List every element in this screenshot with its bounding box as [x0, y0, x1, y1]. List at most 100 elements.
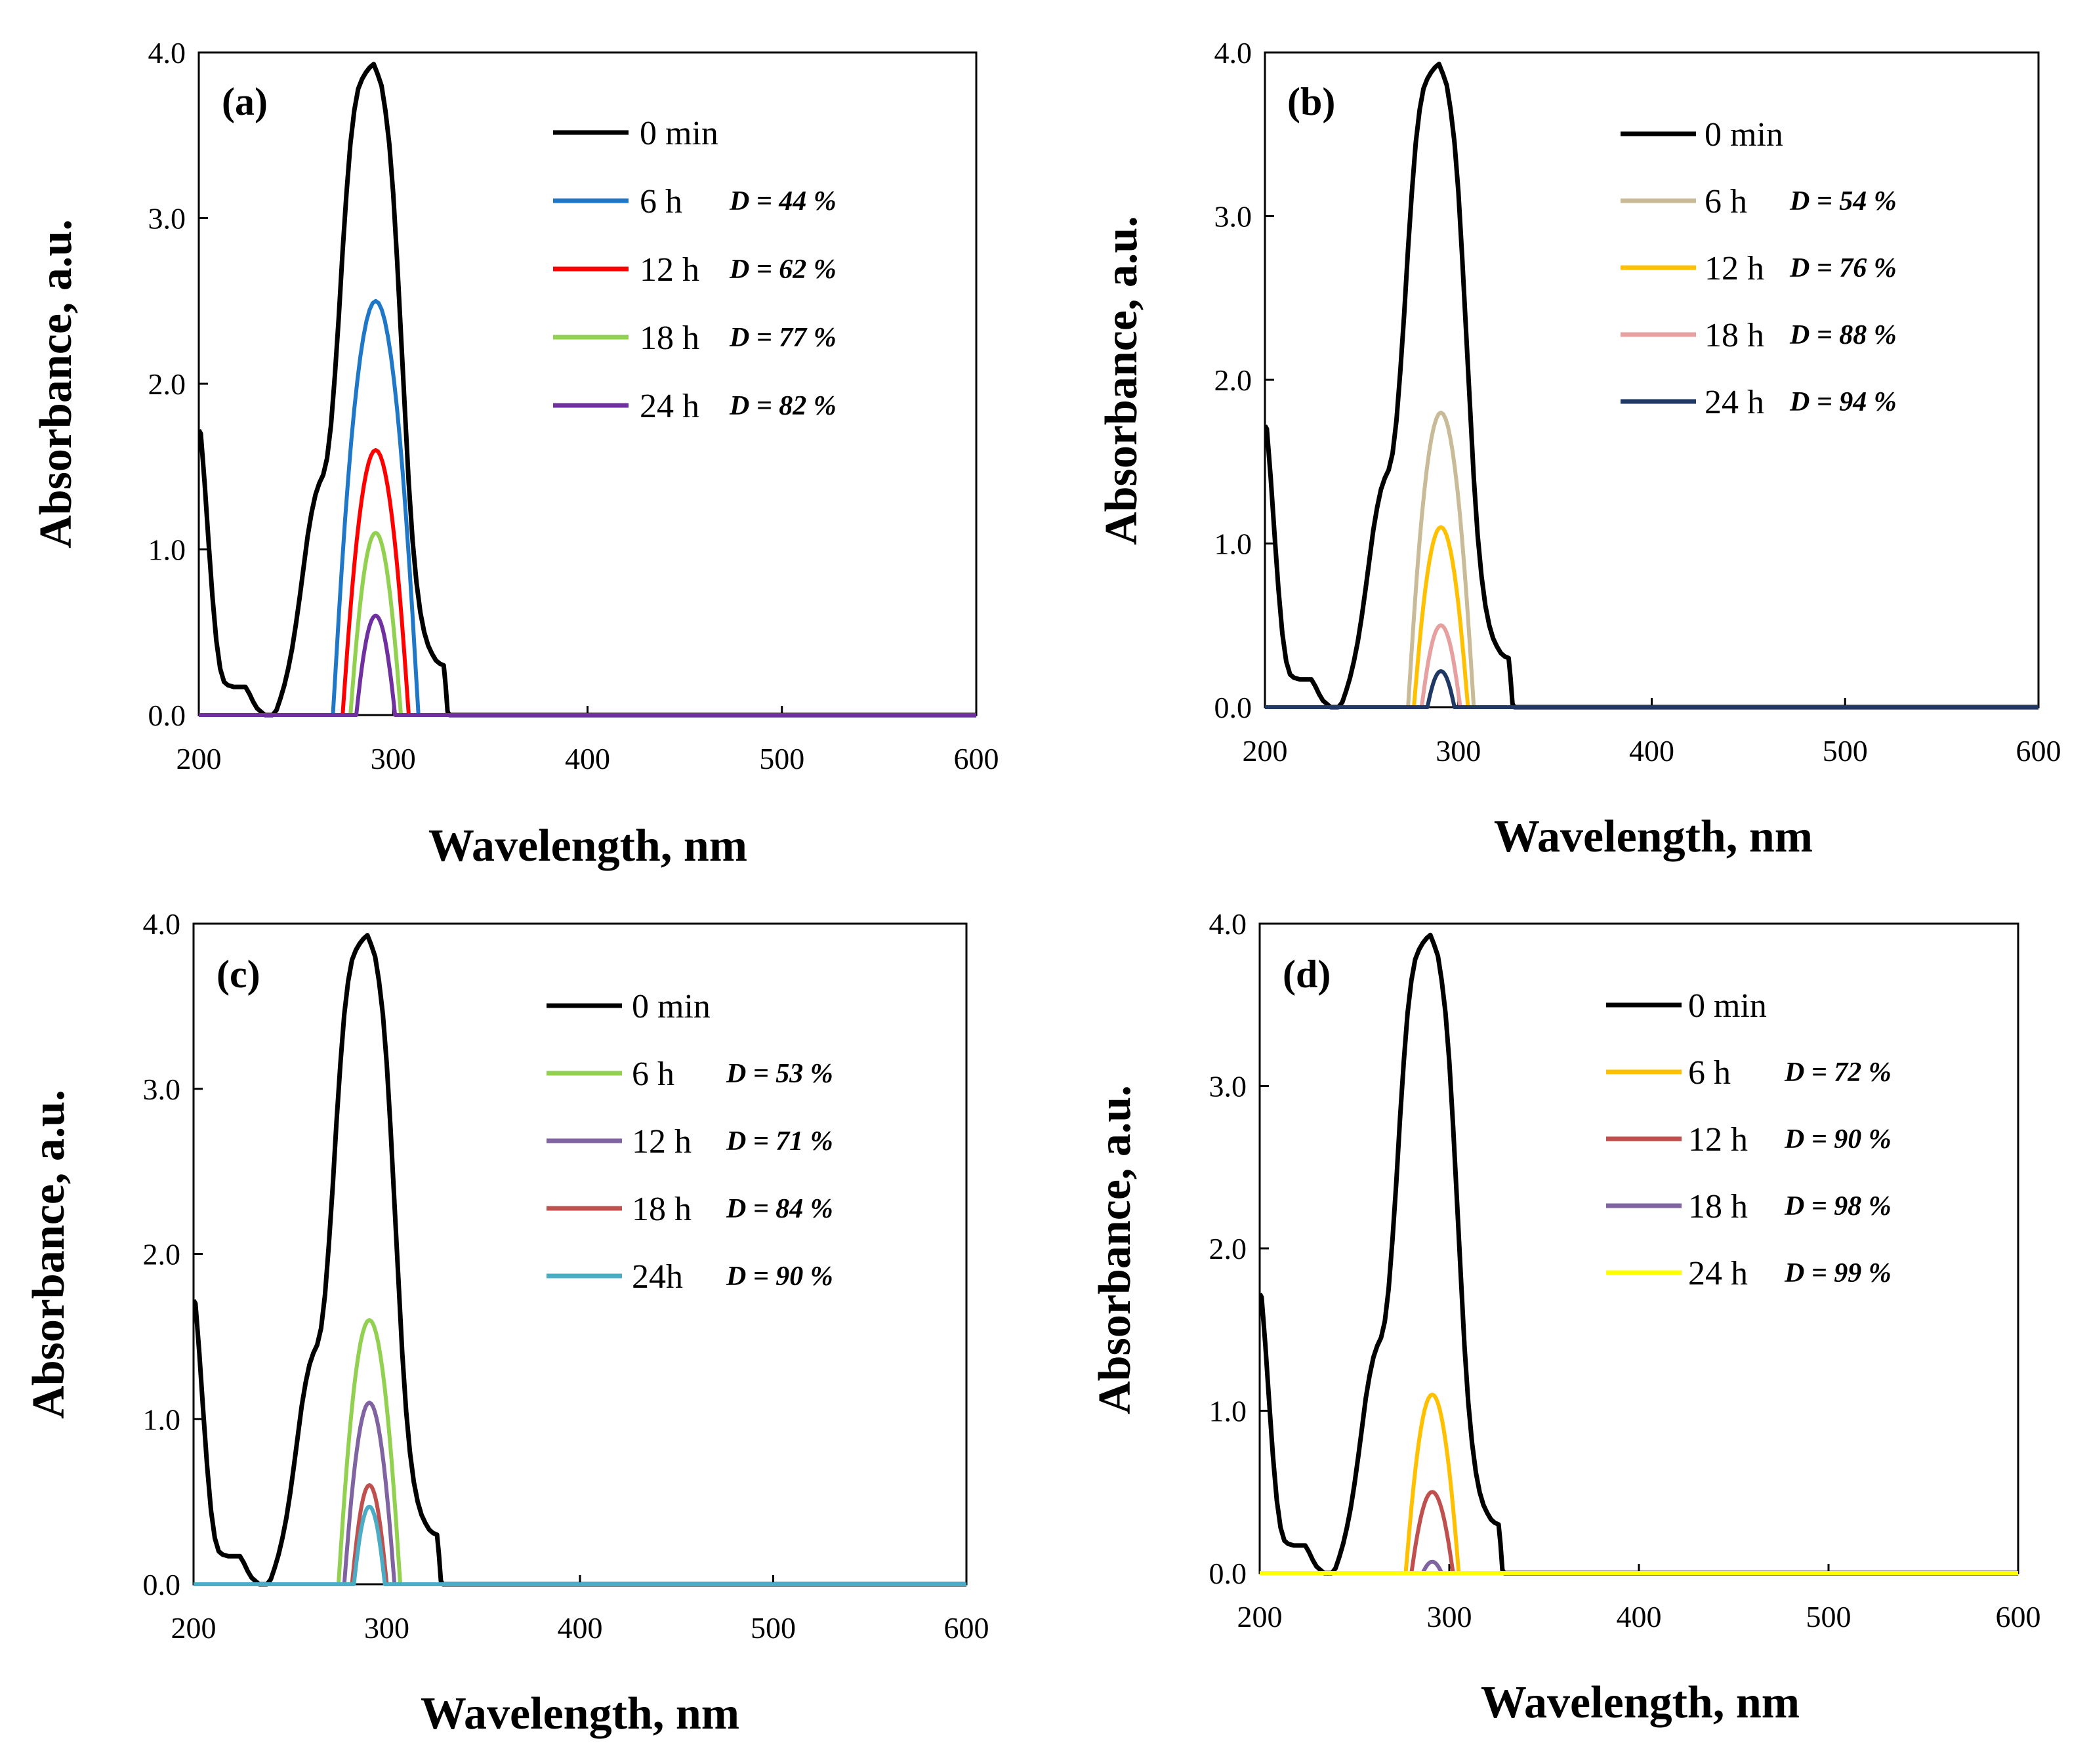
x-tick-label: 400 [558, 1611, 603, 1645]
series-line-0-min [1260, 932, 2018, 1576]
y-tick-label: 1.0 [148, 533, 186, 567]
series-line-6-h [194, 1318, 966, 1586]
panel-label: (c) [217, 953, 260, 996]
y-tick-label: 3.0 [1209, 1070, 1247, 1103]
x-tick-label: 500 [1806, 1600, 1851, 1633]
degradation-annotation: D = 62 % [729, 255, 837, 285]
y-tick-label: 0.0 [143, 1568, 181, 1601]
x-tick-label: 200 [1243, 734, 1288, 768]
legend-entry-label: 0 min [640, 115, 718, 152]
series-line-6-h [199, 298, 976, 717]
legend-entry-label: 18 h [640, 319, 699, 357]
y-tick-label: 4.0 [1209, 907, 1247, 941]
x-tick-label: 200 [171, 1611, 217, 1645]
x-tick-label: 300 [371, 742, 416, 775]
degradation-annotation: D = 84 % [726, 1194, 833, 1224]
legend-entry-label: 18 h [1705, 317, 1764, 354]
legend-entry-label: 6 h [1705, 183, 1747, 220]
series-line-18-h [199, 531, 976, 717]
panel-b: 200 300 400 500 600 0.0 1.0 2.0 3.0 4.0 Wavelength… [1096, 36, 2061, 862]
series-line-0-min [199, 62, 976, 718]
x-tick-label: 300 [1436, 734, 1481, 768]
legend-entry-label: 6 h [640, 183, 682, 220]
series-line-12-h [199, 448, 976, 717]
legend-entry-label: 24 h [1705, 384, 1764, 421]
plot-area-frame [1264, 51, 2040, 708]
degradation-annotation: D = 94 % [1789, 387, 1897, 417]
degradation-annotation: D = 72 % [1784, 1057, 1892, 1088]
legend-entry-label: 0 min [1705, 116, 1783, 154]
y-axis-title: Absorbance, a.u. [31, 219, 81, 548]
x-tick-label: 500 [1823, 734, 1868, 768]
y-tick-label: 2.0 [143, 1238, 181, 1271]
x-axis-title: Wavelength, nm [421, 1689, 739, 1739]
degradation-annotation: D = 90 % [726, 1261, 833, 1292]
degradation-annotation: D = 71 % [726, 1126, 833, 1157]
legend-entry-label: 12 h [632, 1123, 692, 1160]
y-tick-label: 1.0 [1209, 1395, 1247, 1428]
series-line-24-h [199, 613, 976, 717]
panel-c: 200 300 400 500 600 0.0 1.0 2.0 3.0 4.0 Wavelength… [24, 907, 989, 1739]
x-tick-label: 300 [364, 1611, 409, 1645]
y-tick-label: 3.0 [1214, 200, 1252, 234]
plot-area-frame [192, 922, 968, 1586]
series-line-12-h [194, 1401, 966, 1586]
degradation-annotation: D = 88 % [1789, 320, 1897, 350]
x-tick-label: 500 [759, 742, 804, 775]
legend-entry-label: 6 h [1688, 1054, 1731, 1092]
legend-entry-label: 18 h [1688, 1188, 1748, 1225]
x-tick-label: 600 [944, 1611, 989, 1645]
x-tick-label: 300 [1427, 1600, 1472, 1633]
degradation-annotation: D = 44 % [729, 186, 837, 216]
y-tick-label: 4.0 [148, 36, 186, 70]
x-tick-label: 400 [1629, 734, 1674, 768]
x-tick-label: 600 [1996, 1600, 2041, 1633]
x-tick-label: 600 [2016, 734, 2061, 768]
legend-entry-label: 18 h [632, 1191, 692, 1228]
y-tick-label: 0.0 [1214, 691, 1252, 724]
degradation-annotation: D = 82 % [729, 391, 837, 421]
y-tick-label: 3.0 [148, 202, 186, 236]
x-axis-title: Wavelength, nm [1494, 811, 1813, 862]
y-tick-label: 4.0 [143, 907, 181, 941]
y-tick-label: 1.0 [1214, 527, 1252, 561]
degradation-annotation: D = 77 % [729, 323, 837, 353]
y-tick-label: 2.0 [1209, 1232, 1247, 1265]
legend-entry-label: 24 h [1688, 1255, 1748, 1292]
series-line-18-h [194, 1483, 966, 1586]
series-line-6-h [1265, 410, 2038, 709]
panel-label: (b) [1287, 80, 1335, 123]
y-tick-label: 2.0 [1214, 363, 1252, 397]
degradation-annotation: D = 98 % [1784, 1191, 1892, 1221]
series-line-18-h [1260, 1559, 2018, 1575]
legend-entry-label: 6 h [632, 1056, 674, 1093]
degradation-annotation: D = 99 % [1784, 1258, 1892, 1288]
degradation-annotation: D = 54 % [1789, 186, 1897, 216]
x-tick-label: 400 [565, 742, 610, 775]
degradation-annotation: D = 76 % [1789, 253, 1897, 283]
y-tick-label: 4.0 [1214, 36, 1252, 70]
plot-area-frame [1258, 922, 2019, 1574]
x-tick-label: 200 [176, 742, 222, 775]
plot-area-frame [197, 51, 978, 716]
x-tick-label: 600 [954, 742, 999, 775]
legend-entry-label: 12 h [1688, 1121, 1748, 1159]
degradation-annotation: D = 90 % [1784, 1124, 1892, 1155]
panel-label: (d) [1283, 953, 1331, 996]
x-axis-title: Wavelength, nm [428, 821, 747, 871]
y-tick-label: 0.0 [148, 699, 186, 732]
panel-label: (a) [222, 80, 268, 123]
y-tick-label: 1.0 [143, 1403, 181, 1436]
legend-entry-label: 0 min [632, 988, 711, 1025]
y-axis-title: Absorbance, a.u. [1096, 216, 1147, 545]
series-line-24-h [1265, 669, 2038, 709]
degradation-annotation: D = 53 % [726, 1059, 833, 1089]
panel-a: 200 300 400 500 600 0.0 1.0 2.0 3.0 4.0 Wavelength… [31, 36, 999, 871]
series-line-12-h [1260, 1490, 2018, 1575]
series-line-6-h [1260, 1392, 2018, 1575]
series-line-0-min [194, 933, 966, 1587]
y-tick-label: 2.0 [148, 367, 186, 401]
series-line-12-h [1265, 525, 2038, 709]
legend-entry-label: 0 min [1688, 987, 1767, 1025]
